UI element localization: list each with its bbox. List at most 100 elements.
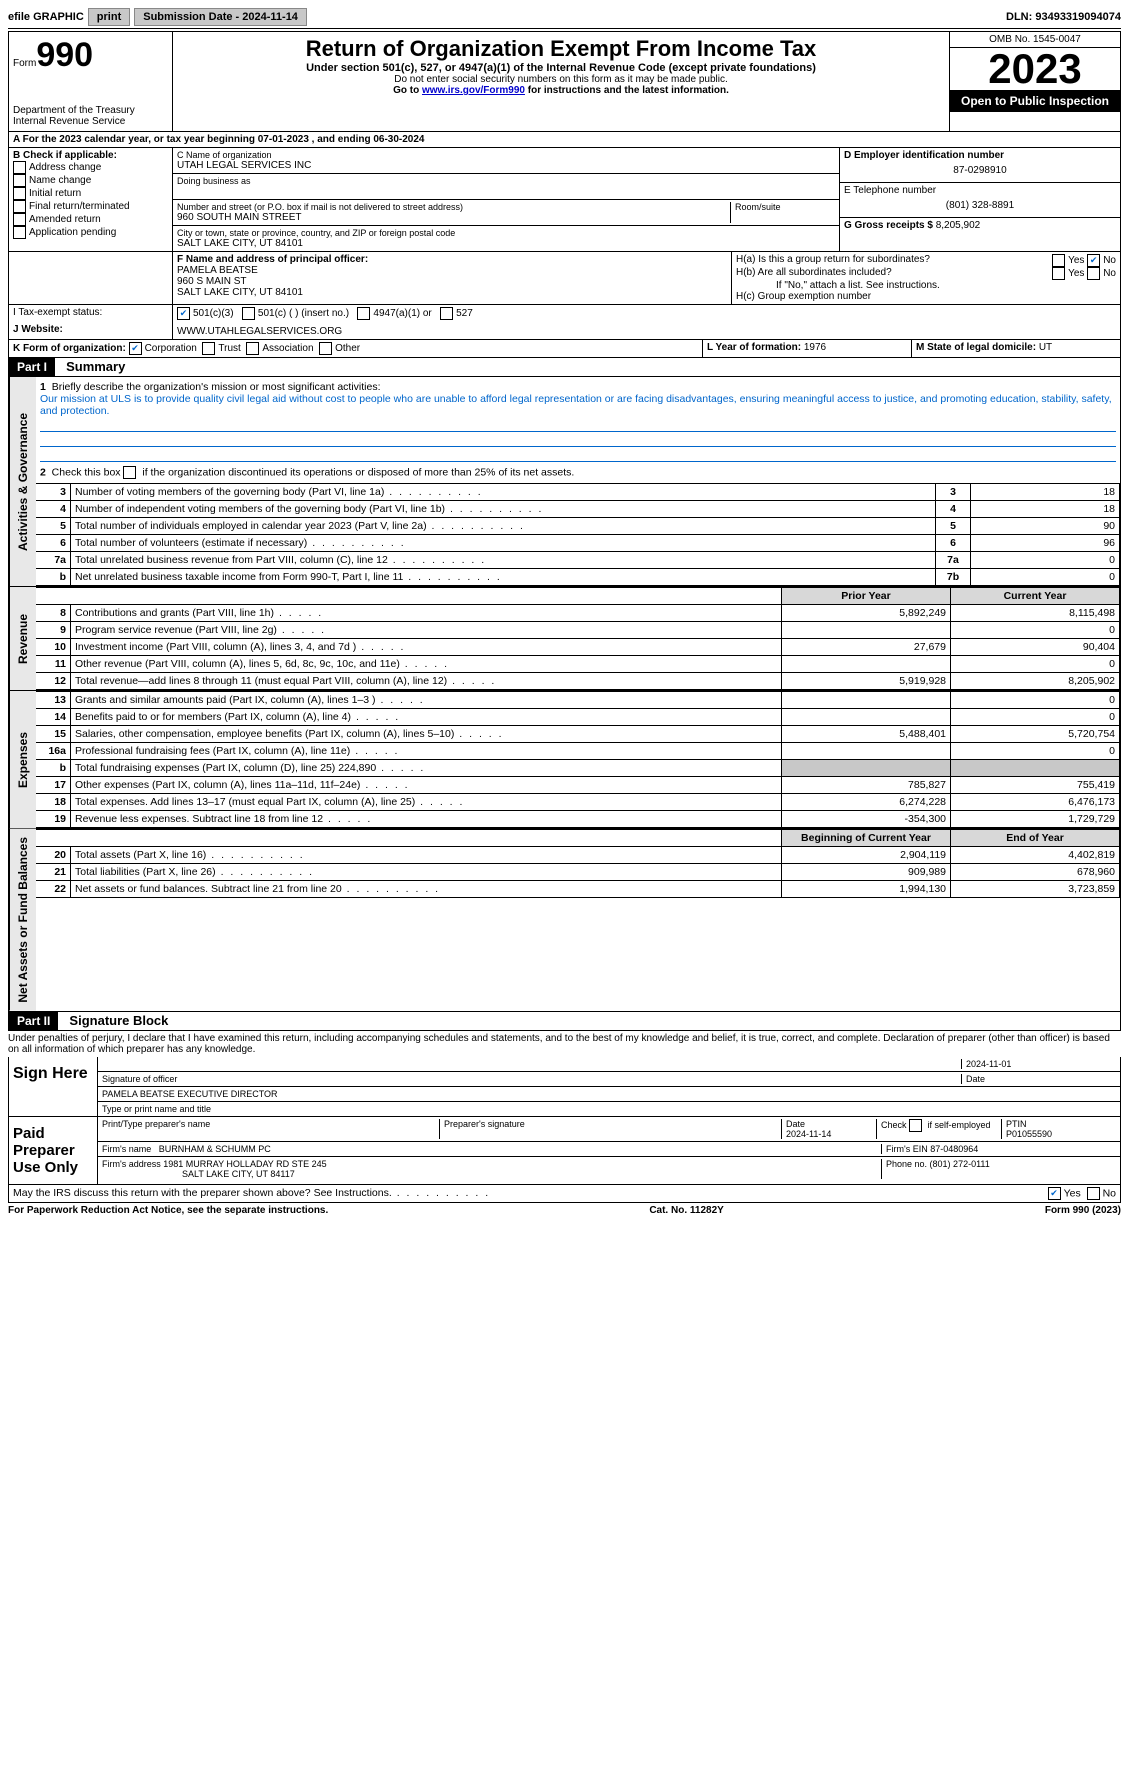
table-netassets: Beginning of Current YearEnd of Year20To… — [36, 829, 1120, 898]
part2-header: Part II — [9, 1012, 58, 1030]
opt-501c: 501(c) ( ) (insert no.) — [258, 308, 349, 319]
checkbox-final-return[interactable] — [13, 200, 26, 213]
opt-pending: Application pending — [29, 227, 116, 238]
firm-addr1: 1981 MURRAY HOLLADAY RD STE 245 — [163, 1159, 326, 1169]
prep-date-label: Date — [786, 1119, 805, 1129]
opt-other: Other — [335, 343, 360, 354]
checkbox-ha-yes[interactable] — [1052, 254, 1065, 267]
ptin-label: PTIN — [1006, 1119, 1027, 1129]
part1-netassets: Net Assets or Fund Balances Beginning of… — [8, 829, 1121, 1012]
section-bcd: B Check if applicable: Address change Na… — [8, 148, 1121, 252]
ha-yes: Yes — [1068, 255, 1084, 266]
sig-name-label: Type or print name and title — [102, 1104, 211, 1114]
box-f-label: F Name and address of principal officer: — [177, 254, 727, 265]
box-m-label: M State of legal domicile: — [916, 342, 1039, 353]
checkbox-501c3[interactable] — [177, 307, 190, 320]
ein-value: 87-0298910 — [844, 161, 1116, 180]
discuss-row: May the IRS discuss this return with the… — [8, 1185, 1121, 1203]
firm-addr-label: Firm's address — [102, 1159, 163, 1169]
line1-label: Briefly describe the organization's miss… — [52, 381, 381, 393]
opt-name-change: Name change — [29, 175, 91, 186]
gross-receipts-value: 8,205,902 — [936, 220, 981, 231]
checkbox-amended[interactable] — [13, 213, 26, 226]
checkbox-4947[interactable] — [357, 307, 370, 320]
prep-name-label: Print/Type preparer's name — [102, 1119, 440, 1139]
print-button[interactable]: print — [88, 8, 130, 26]
declaration-text: Under penalties of perjury, I declare th… — [8, 1031, 1121, 1057]
part1-title: Summary — [58, 359, 125, 374]
form-word: Form — [13, 58, 36, 69]
dba-label: Doing business as — [177, 176, 835, 186]
opt-initial-return: Initial return — [29, 188, 81, 199]
checkbox-hb-yes[interactable] — [1052, 267, 1065, 280]
opt-corp: Corporation — [145, 343, 197, 354]
checkbox-self-employed[interactable] — [909, 1119, 922, 1132]
vtab-governance: Activities & Governance — [9, 377, 36, 586]
part1-expenses: Expenses 13Grants and similar amounts pa… — [8, 691, 1121, 829]
ha-no: No — [1103, 255, 1116, 266]
mission-statement: Our mission at ULS is to provide quality… — [40, 393, 1112, 417]
date-label: Date — [961, 1074, 1116, 1084]
state-domicile: UT — [1039, 342, 1052, 353]
checkbox-ha-no[interactable] — [1087, 254, 1100, 267]
gross-receipts-label: G Gross receipts $ — [844, 220, 933, 231]
box-d-label: D Employer identification number — [844, 150, 1116, 161]
opt-address-change: Address change — [29, 162, 101, 173]
checkbox-address-change[interactable] — [13, 161, 26, 174]
table-revenue: Prior YearCurrent Year8Contributions and… — [36, 587, 1120, 690]
checkbox-discuss-yes[interactable] — [1048, 1187, 1061, 1200]
room-label: Room/suite — [735, 202, 835, 212]
irs-link[interactable]: www.irs.gov/Form990 — [422, 85, 525, 96]
checkbox-name-change[interactable] — [13, 174, 26, 187]
ha-label: H(a) Is this a group return for subordin… — [736, 254, 966, 267]
opt-assoc: Association — [262, 343, 313, 354]
vtab-expenses: Expenses — [9, 691, 36, 828]
submission-date-button[interactable]: Submission Date - 2024-11-14 — [134, 8, 307, 26]
hb-yes: Yes — [1068, 268, 1084, 279]
signature-block: Sign Here 2024-11-01 Signature of office… — [8, 1057, 1121, 1117]
firm-ein-label: Firm's EIN — [886, 1144, 930, 1154]
opt-527: 527 — [456, 308, 473, 319]
officer-addr1: 960 S MAIN ST — [177, 276, 727, 287]
box-l-label: L Year of formation: — [707, 342, 804, 353]
part1-revenue: Revenue Prior YearCurrent Year8Contribut… — [8, 587, 1121, 691]
checkbox-527[interactable] — [440, 307, 453, 320]
form-number: 990 — [36, 36, 93, 74]
dept-label: Department of the Treasury Internal Reve… — [13, 105, 168, 127]
officer-name: PAMELA BEATSE — [177, 265, 727, 276]
checkbox-pending[interactable] — [13, 226, 26, 239]
checkbox-trust[interactable] — [202, 342, 215, 355]
opt-final-return: Final return/terminated — [29, 201, 130, 212]
box-k-label: K Form of organization: — [13, 343, 126, 354]
checkbox-discontinued[interactable] — [123, 466, 136, 479]
firm-name: BURNHAM & SCHUMM PC — [159, 1144, 271, 1154]
checkbox-other[interactable] — [319, 342, 332, 355]
form-subtitle-2: Do not enter social security numbers on … — [177, 74, 945, 85]
vtab-revenue: Revenue — [9, 587, 36, 690]
hb-note: If "No," attach a list. See instructions… — [736, 280, 1116, 291]
checkbox-initial-return[interactable] — [13, 187, 26, 200]
checkbox-501c[interactable] — [242, 307, 255, 320]
officer-sig-name: PAMELA BEATSE EXECUTIVE DIRECTOR — [102, 1089, 278, 1099]
part1-governance: Activities & Governance 1 Briefly descri… — [8, 377, 1121, 587]
section-fh: F Name and address of principal officer:… — [8, 252, 1121, 305]
opt-trust: Trust — [218, 343, 240, 354]
opt-4947: 4947(a)(1) or — [373, 308, 431, 319]
row-a: A For the 2023 calendar year, or tax yea… — [8, 132, 1121, 148]
table-governance: 3Number of voting members of the governi… — [36, 483, 1120, 586]
firm-addr2: SALT LAKE CITY, UT 84117 — [102, 1169, 295, 1179]
form-subtitle-1: Under section 501(c), 527, or 4947(a)(1)… — [177, 62, 945, 74]
website-value: WWW.UTAHLEGALSERVICES.ORG — [177, 326, 1116, 337]
efile-label: efile GRAPHIC — [8, 11, 84, 23]
footer-center: Cat. No. 11282Y — [649, 1205, 723, 1216]
part2-title: Signature Block — [61, 1013, 168, 1028]
dln-label: DLN: 93493319094074 — [1006, 11, 1121, 23]
sig-officer-label: Signature of officer — [102, 1074, 961, 1084]
checkbox-corp[interactable] — [129, 342, 142, 355]
checkbox-discuss-no[interactable] — [1087, 1187, 1100, 1200]
box-j-label: J Website: — [13, 324, 168, 335]
checkbox-assoc[interactable] — [246, 342, 259, 355]
footer-left: For Paperwork Reduction Act Notice, see … — [8, 1205, 328, 1216]
checkbox-hb-no[interactable] — [1087, 267, 1100, 280]
firm-name-label: Firm's name — [102, 1144, 154, 1154]
